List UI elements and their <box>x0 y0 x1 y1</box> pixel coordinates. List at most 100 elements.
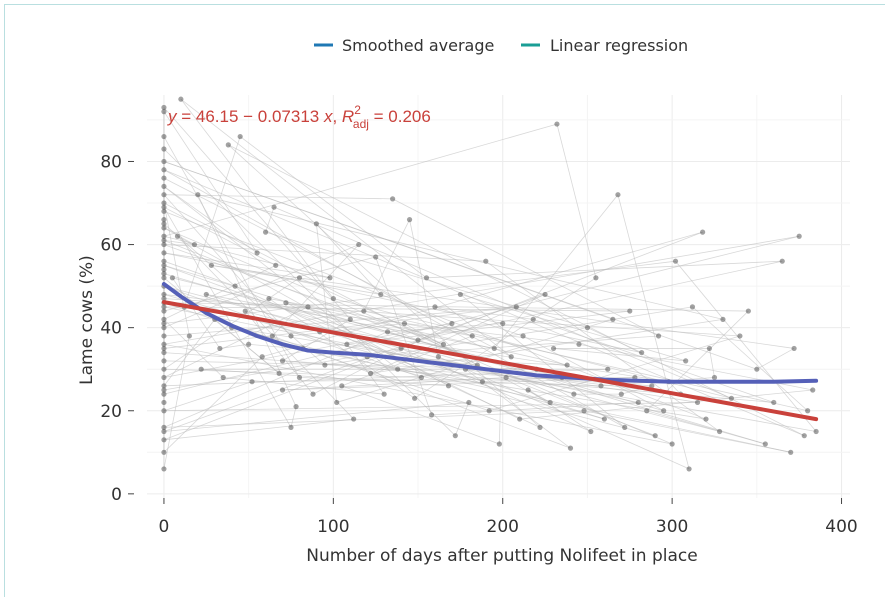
data-point <box>652 433 658 439</box>
trajectory-line <box>214 319 280 374</box>
trajectory-line <box>668 381 681 395</box>
data-point <box>347 316 353 322</box>
trajectory-line <box>272 335 571 449</box>
data-point <box>452 433 458 439</box>
data-point <box>161 158 167 165</box>
trajectory-line <box>290 323 405 337</box>
y-axis-title: Lame cows (%) <box>77 255 97 385</box>
data-point <box>186 333 192 339</box>
data-point <box>356 241 362 248</box>
data-point <box>161 133 167 140</box>
data-point <box>161 349 167 356</box>
trajectory-line <box>414 277 597 399</box>
data-point <box>618 391 624 397</box>
data-point <box>161 391 167 397</box>
trajectory-line <box>163 169 625 428</box>
data-point <box>161 325 167 331</box>
data-point <box>571 391 577 397</box>
trajectory-line <box>163 186 258 254</box>
data-point <box>361 308 367 314</box>
data-point <box>313 221 319 227</box>
trajectory-line <box>583 410 791 453</box>
data-point <box>203 291 209 298</box>
data-point <box>564 362 570 368</box>
trajectory-line <box>316 223 382 295</box>
trajectory-line <box>522 335 664 412</box>
x-tick-label: 400 <box>825 517 857 537</box>
data-point <box>440 341 447 347</box>
data-point <box>496 441 502 447</box>
data-point <box>644 408 650 414</box>
trajectory-line <box>163 252 331 279</box>
data-point <box>161 374 167 381</box>
data-point <box>728 395 735 401</box>
data-point <box>737 333 743 339</box>
trajectory-line <box>282 319 351 362</box>
data-point <box>605 366 611 372</box>
trajectory-line <box>163 302 749 312</box>
data-point <box>161 258 167 264</box>
data-point <box>269 333 275 339</box>
data-point <box>788 449 794 455</box>
data-point <box>276 370 282 376</box>
data-point <box>513 304 519 310</box>
data-point <box>428 412 435 418</box>
trajectory-line <box>282 377 507 391</box>
trajectory-line <box>519 389 813 420</box>
data-point <box>161 428 167 435</box>
data-point <box>288 333 294 339</box>
data-point <box>161 167 167 173</box>
data-point <box>161 275 167 281</box>
trajectory-line <box>163 343 673 445</box>
trajectory-line <box>163 123 558 237</box>
spaghetti-lines <box>163 98 817 470</box>
data-point <box>554 121 560 127</box>
data-point <box>225 142 231 148</box>
data-point <box>754 366 760 372</box>
data-point <box>762 441 768 447</box>
y-tick-label: 80 <box>100 152 122 172</box>
trajectory-line <box>163 235 800 345</box>
data-point <box>161 109 167 115</box>
x-tick-label: 0 <box>159 517 170 537</box>
trajectory-line <box>163 368 608 387</box>
data-point <box>432 304 438 310</box>
data-point <box>530 316 536 322</box>
data-point <box>310 391 316 397</box>
trajectory-line <box>363 310 808 412</box>
y-axis-ticks: 0 20 40 60 80 <box>100 152 134 505</box>
data-point <box>237 133 243 140</box>
trajectory-line <box>163 410 585 428</box>
data-point <box>593 275 599 281</box>
data-point <box>457 291 463 298</box>
data-point <box>266 295 272 302</box>
data-point <box>479 379 486 385</box>
x-tick-label: 200 <box>487 517 519 537</box>
trajectory-line <box>370 318 724 374</box>
data-point <box>161 466 167 472</box>
trajectory-line <box>312 323 453 395</box>
trajectory-line <box>244 310 314 395</box>
data-point <box>161 358 167 364</box>
data-point <box>796 233 802 239</box>
y-tick-label: 60 <box>100 236 122 256</box>
trajectory-line <box>409 219 439 357</box>
data-point <box>161 383 167 389</box>
data-point <box>486 408 492 414</box>
data-point <box>161 200 167 206</box>
data-point <box>161 366 167 372</box>
data-point <box>296 374 303 381</box>
data-point <box>576 341 582 347</box>
data-point <box>178 96 184 102</box>
legend: Smoothed average Linear regression <box>314 36 688 55</box>
data-point <box>412 395 418 401</box>
trajectory-line <box>163 235 800 395</box>
smoothed-average-line <box>161 282 819 384</box>
data-point <box>161 408 167 414</box>
data-point <box>305 304 311 310</box>
data-point <box>672 258 679 264</box>
data-point <box>649 383 655 389</box>
data-point <box>395 366 401 372</box>
data-point <box>161 449 167 455</box>
